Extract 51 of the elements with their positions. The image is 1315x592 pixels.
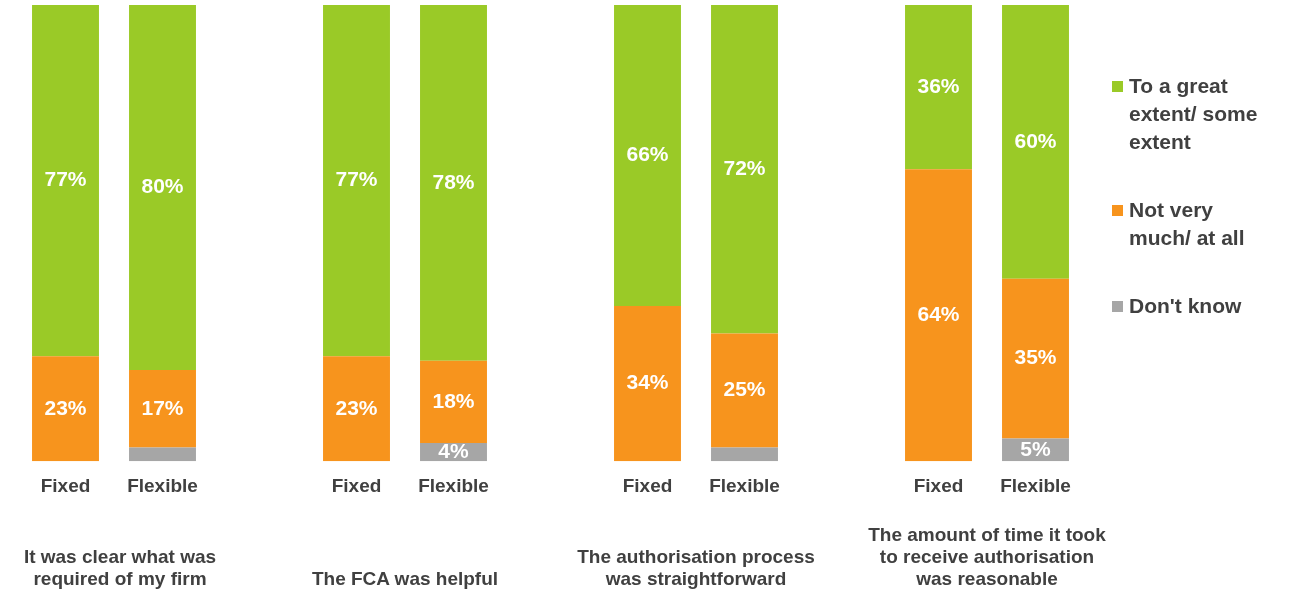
bar: [129, 5, 196, 370]
bar: [711, 333, 778, 448]
bar: [323, 356, 390, 462]
data-label: 36%: [917, 73, 960, 97]
bar: [323, 5, 390, 357]
data-label: 18%: [432, 388, 475, 412]
bar: [905, 169, 972, 462]
data-label: 78%: [432, 169, 475, 193]
bar: [1002, 278, 1069, 439]
bar: [32, 356, 99, 462]
bar: [1002, 5, 1069, 279]
data-label: 17%: [141, 395, 184, 419]
x-tick-label: Flexible: [418, 474, 489, 496]
x-tick-label: Fixed: [331, 474, 382, 496]
data-label: 64%: [917, 302, 960, 326]
bar: [711, 447, 778, 462]
x-tick-label: Fixed: [622, 474, 673, 496]
data-label: 72%: [723, 156, 766, 180]
bar: [905, 5, 972, 170]
bar: [420, 360, 487, 443]
data-label: 66%: [626, 142, 669, 166]
x-tick-label: Flexible: [709, 474, 780, 496]
data-label: 77%: [335, 167, 378, 191]
text: It was clear what was required of my firm: [22, 546, 218, 590]
bar: [711, 5, 778, 334]
data-label: 34%: [626, 370, 669, 394]
bar: [129, 369, 196, 448]
data-label: 80%: [141, 174, 184, 198]
data-label: 23%: [335, 395, 378, 419]
data-label: 23%: [44, 395, 87, 419]
text: The amount of time it took to receive authorisation was reasonable: [867, 524, 1107, 590]
data-label: 4%: [438, 438, 469, 462]
data-label: 5%: [1020, 436, 1051, 460]
data-label: 77%: [44, 167, 87, 191]
legend-label: To a great extent/ some extent: [1129, 73, 1259, 155]
legend-label: Don't know: [1129, 293, 1242, 319]
legend-label: Not very much/ at all: [1129, 197, 1246, 251]
data-label: 25%: [723, 377, 766, 401]
x-tick-label: Flexible: [127, 474, 198, 496]
text: The FCA was helpful: [310, 568, 500, 590]
x-tick-label: Flexible: [1000, 474, 1071, 496]
bar: [614, 306, 681, 462]
bar: [614, 5, 681, 307]
x-tick-label: Fixed: [40, 474, 91, 496]
x-tick-label: Fixed: [913, 474, 964, 496]
bar: [129, 447, 196, 462]
data-label: 35%: [1014, 345, 1057, 369]
text: The authorisation process was straightforward: [576, 546, 816, 590]
data-label: 60%: [1014, 128, 1057, 152]
bar: [32, 5, 99, 357]
bar: [420, 5, 487, 361]
